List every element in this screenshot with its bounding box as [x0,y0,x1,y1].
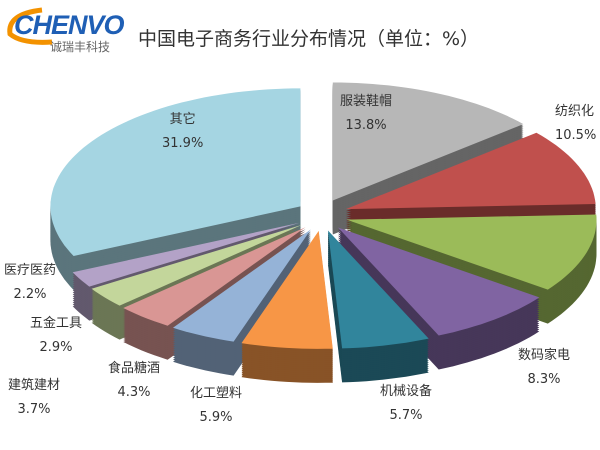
logo-swoosh-icon [7,7,53,45]
pie-slice-6 [173,229,311,376]
slice-top [332,82,524,201]
pie-slice-3 [338,227,540,370]
slice-top [50,88,301,257]
slice-top [173,229,311,342]
slice-label-9: 医疗医药 2.2% [4,263,57,302]
logo-brand: CHENVO [14,10,125,40]
pie-slice-4 [327,230,429,383]
slice-top [123,227,306,326]
slice-label-8: 五金工具 2.9% [30,316,83,355]
logo: CHENVO 诚瑞丰科技 [2,4,137,54]
slice-label-1: 纺织化 10.5% [555,104,597,143]
slice-label-4: 机械设备 5.7% [380,384,433,423]
slice-top [72,222,300,287]
slice-top [345,132,596,210]
slice-top [327,230,429,349]
logo-subtitle: 诚瑞丰科技 [50,40,111,54]
slice-label-6: 食品糖酒 4.3% [108,361,161,400]
slice-label-0: 服装鞋帽 13.8% [340,94,393,133]
slice-top [346,214,597,290]
slice-label-5: 化工塑料 5.9% [190,386,243,425]
chart-title: 中国电子商务行业分布情况（单位：%） [138,28,480,50]
slice-top [241,230,333,349]
pie-slice-5 [241,230,333,383]
slice-label-7: 建筑建材 3.7% [8,378,61,417]
slice-label-3: 数码家电 8.3% [518,348,571,387]
slice-top [91,224,302,306]
slice-top [338,227,540,336]
slice-label-10: 其它 31.9% [162,112,204,151]
